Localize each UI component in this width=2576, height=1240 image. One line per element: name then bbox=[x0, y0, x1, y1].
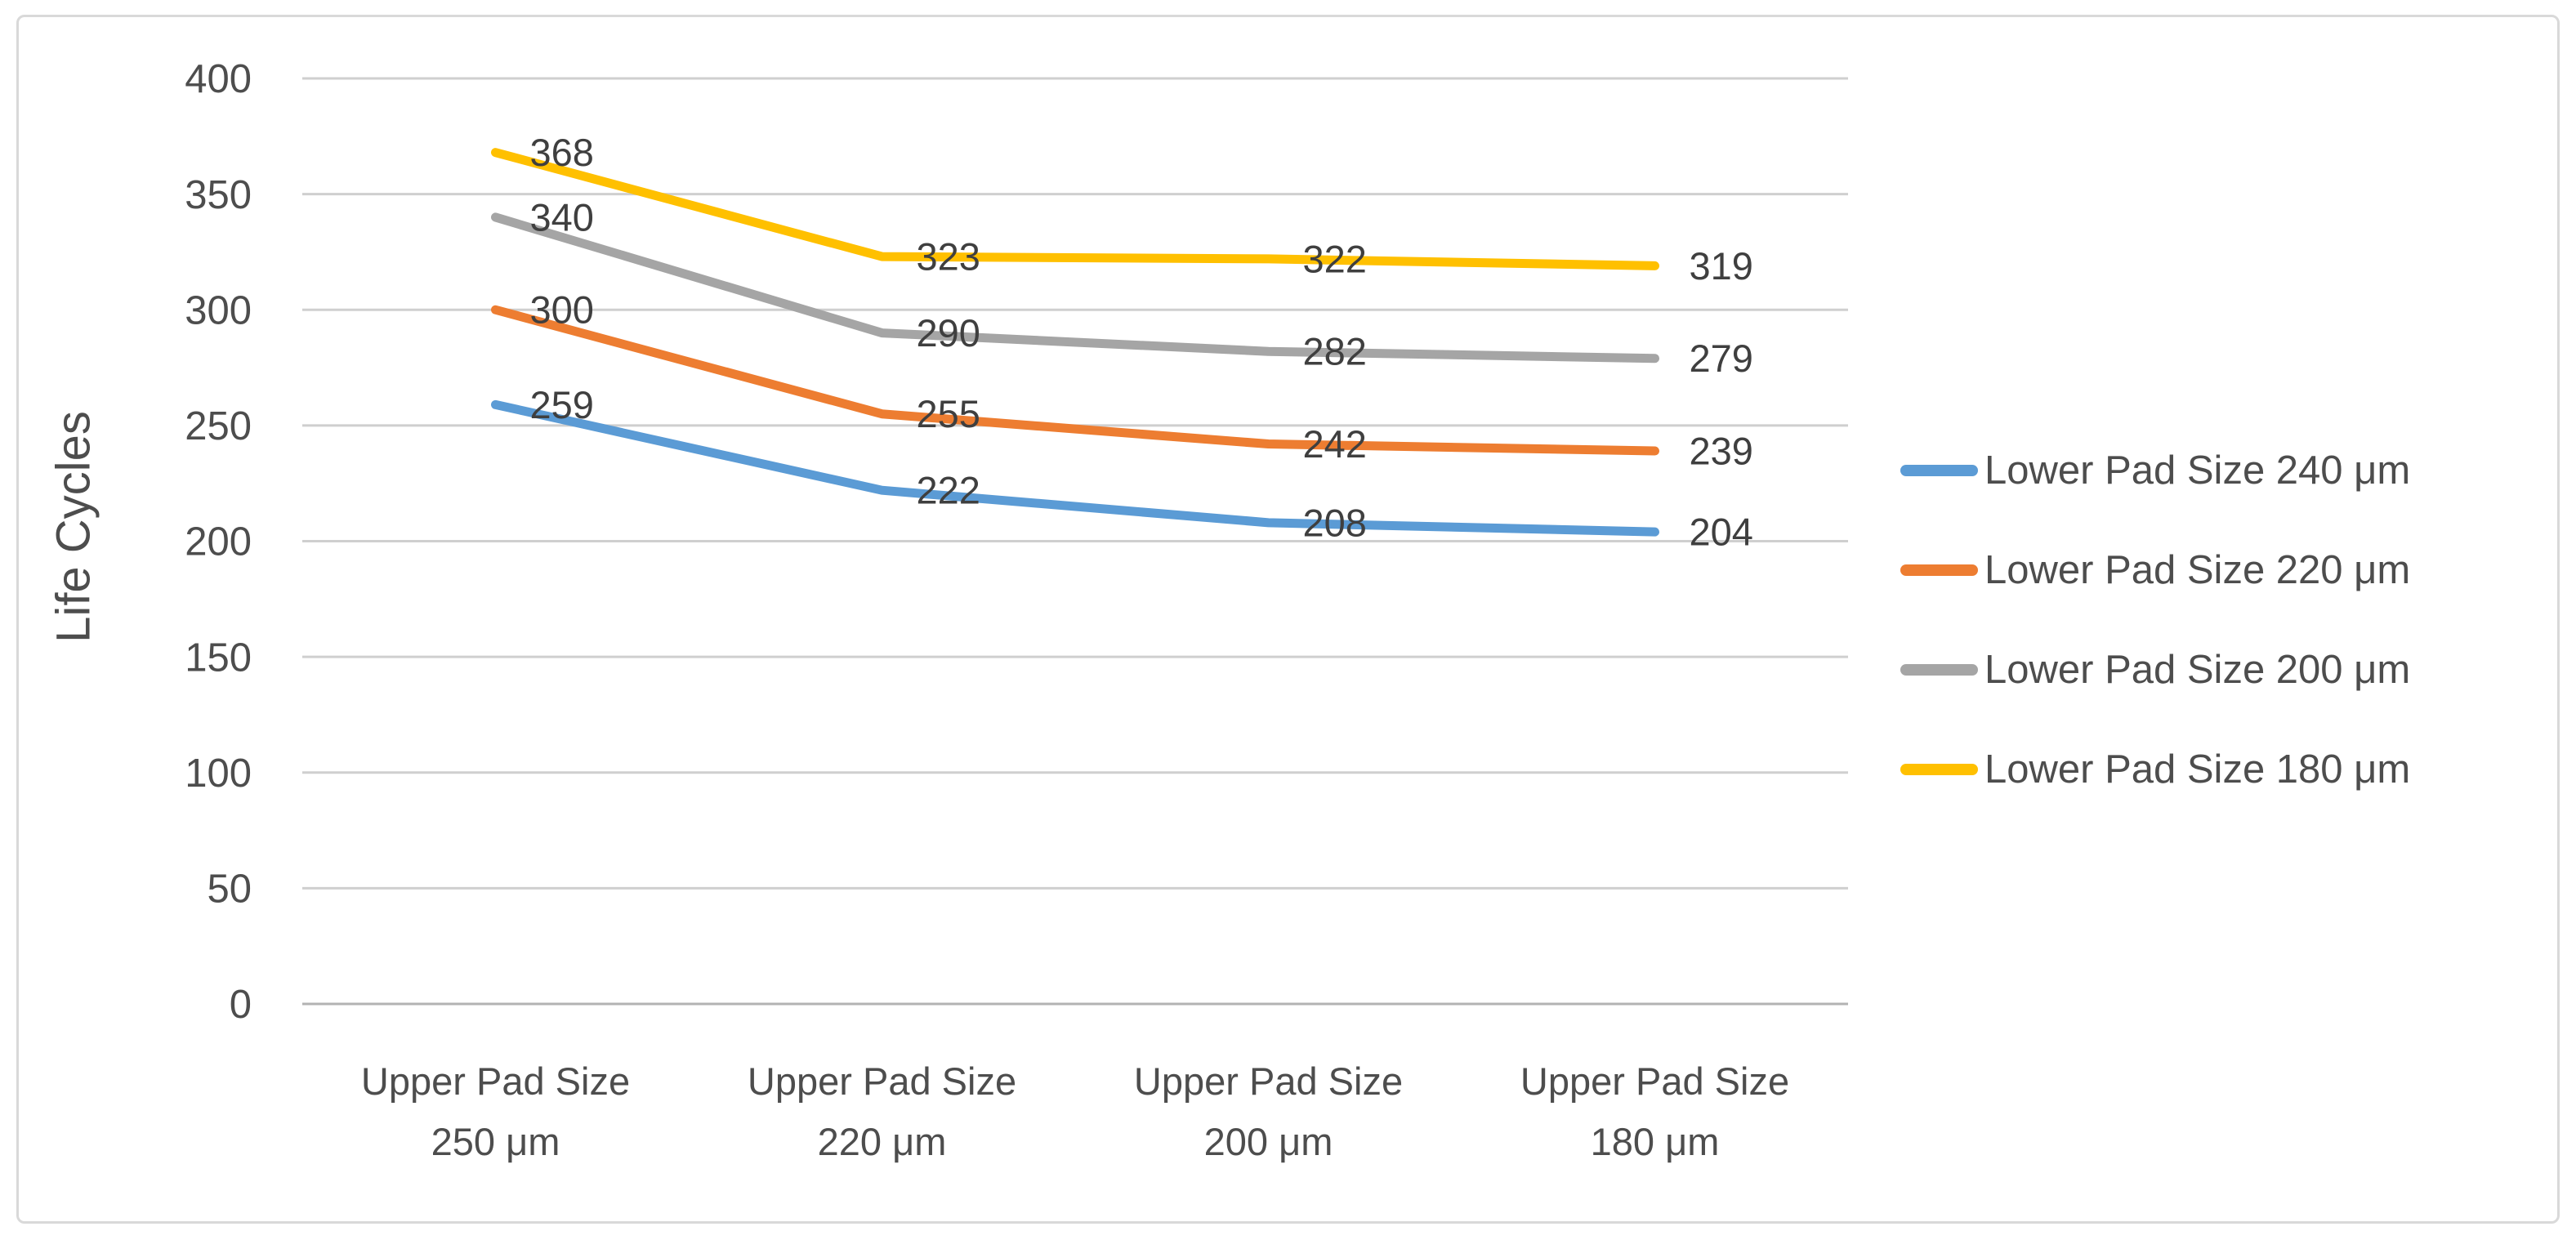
y-tick-label-0: 0 bbox=[230, 983, 252, 1027]
data-label-lower-pad-size-240-m-pt4: 204 bbox=[1690, 511, 1753, 554]
data-label-lower-pad-size-240-m-pt1: 259 bbox=[530, 383, 594, 426]
data-label-lower-pad-size-240-m-pt2: 222 bbox=[917, 469, 980, 512]
data-label-lower-pad-size-200-m-pt1: 340 bbox=[530, 195, 594, 239]
data-label-lower-pad-size-180-m-pt2: 323 bbox=[917, 235, 980, 279]
data-label-lower-pad-size-220-m-pt1: 300 bbox=[530, 288, 594, 332]
data-label-lower-pad-size-180-m-pt3: 322 bbox=[1303, 237, 1367, 280]
series-line-lower-pad-size-200-m bbox=[491, 212, 1659, 364]
legend-item-lower-pad-size-240-m: Lower Pad Size 240 μm bbox=[1900, 446, 2410, 495]
y-tick-label-300: 300 bbox=[185, 288, 252, 332]
x-category-label-line1: Upper Pad Size bbox=[1134, 1059, 1403, 1103]
legend-label: Lower Pad Size 240 μm bbox=[1984, 448, 2411, 493]
x-category-label-line2: 220 μm bbox=[818, 1120, 947, 1163]
chart-frame bbox=[16, 15, 2560, 1224]
x-category-label-line2: 250 μm bbox=[431, 1120, 560, 1163]
y-tick-label-200: 200 bbox=[185, 520, 252, 564]
legend-label: Lower Pad Size 220 μm bbox=[1984, 548, 2411, 592]
legend-item-lower-pad-size-200-m: Lower Pad Size 200 μm bbox=[1900, 645, 2410, 694]
x-category-label-line2: 200 μm bbox=[1204, 1120, 1333, 1163]
legend-label: Lower Pad Size 180 μm bbox=[1984, 747, 2411, 792]
chart-legend: Lower Pad Size 240 μm Lower Pad Size 220 … bbox=[1900, 446, 2410, 794]
data-label-lower-pad-size-220-m-pt4: 239 bbox=[1690, 429, 1753, 472]
data-label-lower-pad-size-240-m-pt3: 208 bbox=[1303, 501, 1367, 544]
legend-line-swatch-icon bbox=[1900, 764, 1978, 775]
series-line-lower-pad-size-220-m bbox=[491, 305, 1659, 456]
data-label-lower-pad-size-220-m-pt3: 242 bbox=[1303, 422, 1367, 466]
x-category-label-line2: 180 μm bbox=[1591, 1120, 1720, 1163]
legend-item-lower-pad-size-180-m: Lower Pad Size 180 μm bbox=[1900, 745, 2410, 794]
y-tick-label-400: 400 bbox=[185, 57, 252, 101]
legend-line-swatch-icon bbox=[1900, 664, 1978, 676]
legend-line-swatch-icon bbox=[1900, 465, 1978, 476]
data-label-lower-pad-size-200-m-pt3: 282 bbox=[1303, 330, 1367, 373]
y-tick-label-350: 350 bbox=[185, 173, 252, 217]
y-tick-label-150: 150 bbox=[185, 636, 252, 680]
legend-label: Lower Pad Size 200 μm bbox=[1984, 648, 2411, 692]
legend-item-lower-pad-size-220-m: Lower Pad Size 220 μm bbox=[1900, 546, 2410, 595]
series-line-lower-pad-size-240-m bbox=[491, 399, 1659, 537]
data-label-lower-pad-size-180-m-pt1: 368 bbox=[530, 131, 594, 174]
x-category-label-line1: Upper Pad Size bbox=[1520, 1059, 1789, 1103]
series-line-lower-pad-size-180-m bbox=[491, 148, 1659, 270]
y-tick-label-50: 50 bbox=[207, 868, 252, 912]
data-label-lower-pad-size-200-m-pt4: 279 bbox=[1690, 337, 1753, 380]
data-label-lower-pad-size-220-m-pt2: 255 bbox=[917, 392, 980, 435]
y-axis-title: Life Cycles bbox=[47, 411, 100, 643]
data-label-lower-pad-size-180-m-pt4: 319 bbox=[1690, 244, 1753, 288]
y-tick-label-250: 250 bbox=[185, 404, 252, 448]
x-category-label-line1: Upper Pad Size bbox=[748, 1059, 1016, 1103]
data-label-lower-pad-size-200-m-pt2: 290 bbox=[917, 311, 980, 355]
x-category-label-line1: Upper Pad Size bbox=[361, 1059, 630, 1103]
y-tick-label-100: 100 bbox=[185, 752, 252, 796]
legend-line-swatch-icon bbox=[1900, 564, 1978, 576]
